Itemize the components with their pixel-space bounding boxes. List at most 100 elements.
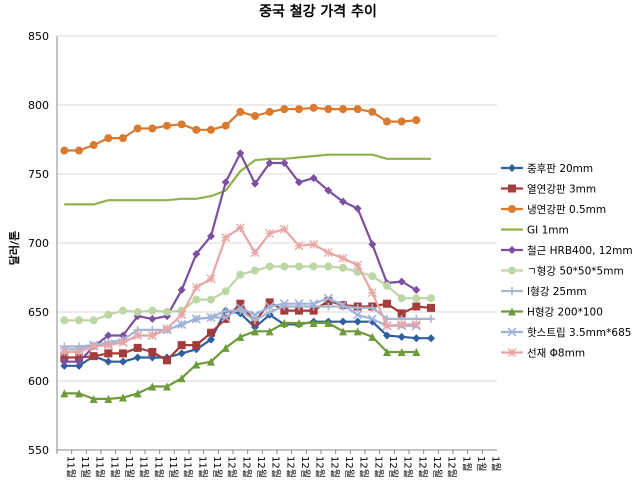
data-point <box>323 293 333 303</box>
data-point <box>236 299 245 308</box>
data-point <box>383 299 391 308</box>
data-point <box>119 357 127 366</box>
data-point <box>221 314 230 323</box>
data-point <box>177 374 186 383</box>
data-point <box>368 240 377 249</box>
data-point <box>236 107 245 116</box>
data-point <box>177 120 186 129</box>
data-point <box>133 353 142 362</box>
data-point <box>280 158 289 167</box>
data-point <box>368 272 377 281</box>
data-point <box>338 253 348 263</box>
data-point <box>89 394 98 403</box>
data-point <box>412 294 421 303</box>
data-point <box>221 233 231 242</box>
data-point <box>397 309 406 318</box>
data-point <box>265 107 274 116</box>
legend-item: 중후판 20mm <box>501 163 593 175</box>
data-point <box>339 327 347 336</box>
data-point <box>295 306 303 315</box>
data-point <box>279 224 289 234</box>
y-tick-label: 550 <box>28 444 49 457</box>
data-point <box>295 105 303 114</box>
y-tick-label: 850 <box>28 30 49 43</box>
x-tick-label: 12월 <box>328 456 340 478</box>
data-point <box>508 184 516 193</box>
data-point <box>119 349 127 358</box>
x-tick-label: 12월 <box>358 456 370 478</box>
data-point <box>75 357 83 366</box>
legend-item: 선재 Φ8mm <box>501 348 585 360</box>
data-point <box>324 319 333 328</box>
x-tick-label: 11월 <box>64 456 76 478</box>
data-point <box>236 149 245 158</box>
x-tick-label: 11월 <box>108 456 120 478</box>
data-point <box>89 141 98 150</box>
y-tick-label: 800 <box>28 99 49 112</box>
data-point <box>265 298 274 307</box>
data-point <box>294 299 304 309</box>
series-3 <box>64 153 431 206</box>
data-point <box>235 223 245 233</box>
data-point <box>412 116 421 125</box>
series-4 <box>60 149 421 366</box>
data-point <box>163 382 171 391</box>
data-point <box>236 270 245 279</box>
data-point <box>508 266 516 275</box>
data-point <box>383 281 391 290</box>
data-point <box>383 331 391 340</box>
data-point <box>411 319 421 329</box>
data-point <box>89 342 99 351</box>
data-point <box>508 205 516 213</box>
data-point <box>309 299 319 309</box>
data-point <box>147 331 157 340</box>
data-point <box>367 288 377 298</box>
data-point <box>192 295 201 304</box>
data-point <box>353 260 363 270</box>
x-tick-label: 11월 <box>94 456 106 478</box>
data-point <box>221 121 230 130</box>
data-point <box>339 317 347 326</box>
data-point <box>148 124 157 133</box>
legend-label: I형강 25mm <box>527 286 587 298</box>
x-tick-label: 1월 <box>475 456 487 472</box>
y-tick-label: 600 <box>28 375 49 388</box>
data-point <box>177 285 186 294</box>
data-point <box>148 314 157 323</box>
data-point <box>207 328 215 337</box>
data-point <box>412 334 421 343</box>
data-point <box>192 250 201 259</box>
data-point <box>163 356 171 365</box>
data-point <box>324 186 333 195</box>
data-point <box>235 303 245 313</box>
data-point <box>280 306 289 315</box>
data-point <box>104 349 113 358</box>
data-point <box>294 241 304 251</box>
data-point <box>177 319 187 329</box>
data-point <box>251 266 259 275</box>
data-point <box>75 146 83 155</box>
data-point <box>104 134 113 143</box>
data-point <box>295 319 303 328</box>
data-point <box>339 105 347 114</box>
data-point <box>192 125 201 134</box>
data-point <box>60 361 69 370</box>
series-line <box>64 153 431 206</box>
data-point <box>309 239 319 249</box>
data-point <box>383 117 391 126</box>
data-point <box>383 348 391 357</box>
legend-label: 중후판 20mm <box>527 163 593 175</box>
data-point <box>104 310 113 319</box>
data-point <box>507 327 517 337</box>
legend-item: H형강 200*100 <box>501 307 603 319</box>
data-point <box>353 204 362 213</box>
data-point <box>60 357 69 366</box>
x-tick-label: 11월 <box>152 456 164 478</box>
data-point <box>309 103 318 112</box>
x-tick-label: 12월 <box>284 456 296 478</box>
legend-label: 핫스트립 3.5mm*685 <box>527 326 631 339</box>
data-point <box>280 319 289 328</box>
x-tick-label: 12월 <box>240 456 252 478</box>
x-tick-label: 11월 <box>167 456 179 478</box>
data-point <box>397 294 406 303</box>
